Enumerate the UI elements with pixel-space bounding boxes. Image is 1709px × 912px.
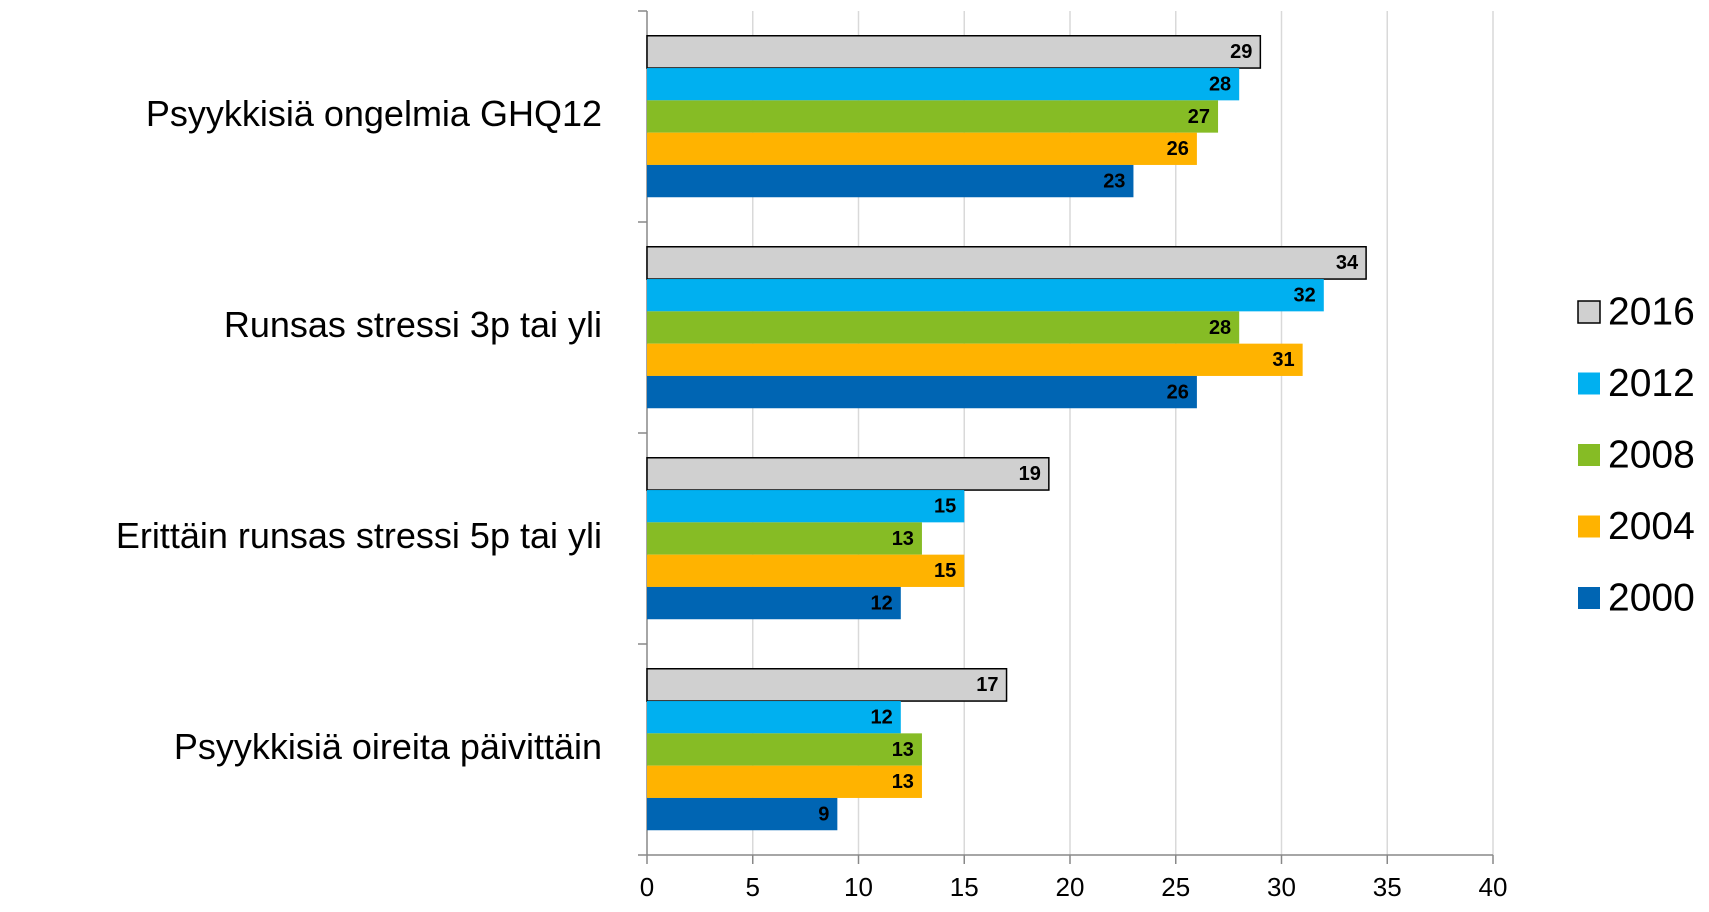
category-label: Erittäin runsas stressi 5p tai yli [116,515,602,556]
legend-label: 2004 [1608,505,1695,548]
data-label: 28 [1209,317,1231,339]
data-label: 9 [818,803,829,825]
bar [647,522,922,555]
bar [646,457,1050,491]
category-label: Psyykkisiä oireita päivittäin [174,726,602,767]
category-label: Psyykkisiä ongelmia GHQ12 [146,93,602,134]
data-label: 34 [1336,252,1359,274]
x-tick-label: 5 [746,872,760,902]
data-label: 26 [1167,381,1189,403]
legend-label: 2016 [1608,290,1695,333]
data-label: 13 [892,528,914,550]
data-label: 32 [1294,284,1316,306]
x-tick-label: 0 [640,872,654,902]
legend-swatch [1578,515,1600,538]
legend-label: 2000 [1608,576,1695,619]
legend-swatch [1578,372,1600,395]
bar [647,554,965,587]
x-tick-label: 30 [1267,872,1296,902]
bar [647,343,1303,376]
legend-label: 2008 [1608,433,1695,476]
bar [647,311,1240,344]
bar [647,132,1197,165]
data-label: 12 [871,592,893,614]
bar [647,490,965,523]
data-label: 27 [1188,106,1210,128]
data-label: 28 [1209,73,1231,95]
x-tick-label: 25 [1161,872,1190,902]
bar [646,246,1367,280]
bar [647,765,922,798]
bar [647,100,1219,133]
x-tick-label: 10 [844,872,873,902]
legend-label: 2012 [1608,362,1695,405]
bar [647,733,922,766]
data-label: 23 [1103,170,1125,192]
data-label: 26 [1167,138,1189,160]
data-label: 29 [1230,41,1252,63]
data-label: 13 [892,739,914,761]
bar [647,586,901,620]
legend-swatch [1578,444,1600,466]
bar [646,668,1008,702]
bar [646,35,1262,69]
data-label: 12 [871,706,893,728]
bar [647,68,1240,101]
data-label: 15 [934,495,956,517]
data-label: 15 [934,560,956,582]
bar [647,279,1324,312]
data-label: 31 [1272,349,1294,371]
x-tick-label: 35 [1373,872,1402,902]
legend-swatch [1578,587,1600,609]
data-label: 13 [892,771,914,793]
bar [647,164,1134,198]
x-tick-label: 40 [1479,872,1508,902]
data-label: 17 [976,674,998,696]
x-tick-label: 20 [1056,872,1085,902]
bar [647,797,838,831]
category-label: Runsas stressi 3p tai yli [224,304,602,345]
bar [647,375,1197,409]
x-tick-label: 15 [950,872,979,902]
legend-swatch [1577,300,1601,324]
data-label: 19 [1019,463,1041,485]
bar [647,701,901,734]
